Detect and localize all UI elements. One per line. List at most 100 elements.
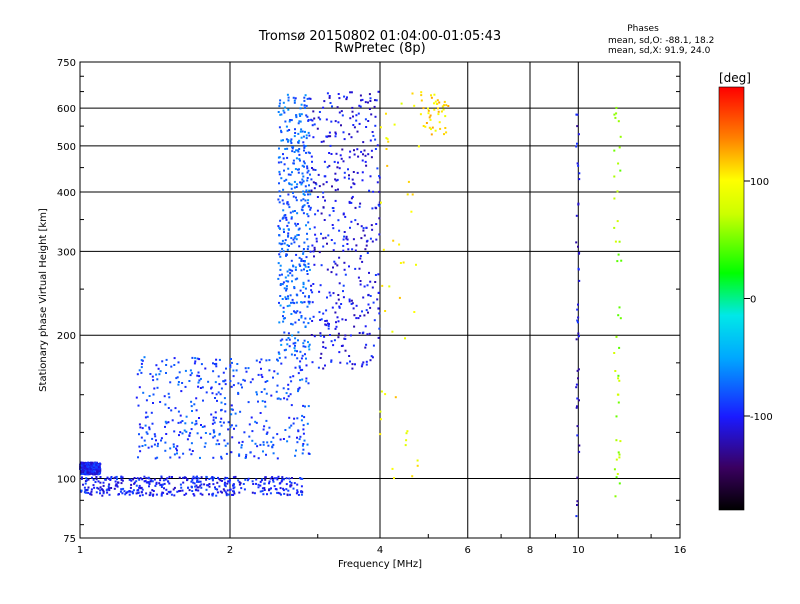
data-point: [286, 440, 289, 443]
data-point: [273, 477, 276, 480]
data-point: [293, 310, 295, 313]
data-point: [96, 471, 99, 474]
data-point: [370, 113, 373, 116]
data-point: [261, 490, 264, 493]
data-point: [294, 97, 297, 100]
data-point: [365, 126, 368, 128]
data-point: [617, 253, 620, 256]
data-point: [306, 273, 309, 275]
data-point: [87, 461, 90, 464]
data-point: [102, 490, 105, 493]
data-point: [613, 352, 616, 354]
data-point: [266, 493, 268, 496]
data-point: [143, 475, 146, 478]
data-point: [173, 430, 176, 433]
data-point: [300, 260, 303, 262]
data-point: [116, 478, 118, 481]
data-point: [616, 220, 619, 223]
data-point: [378, 201, 381, 204]
data-point: [310, 284, 313, 287]
data-point: [84, 471, 87, 474]
data-point: [282, 315, 284, 318]
data-point: [99, 492, 101, 495]
data-point: [232, 375, 235, 378]
data-point: [173, 486, 176, 489]
data-point: [191, 356, 194, 359]
data-point: [164, 425, 166, 428]
data-point: [292, 375, 295, 378]
data-point: [227, 493, 230, 496]
data-point: [85, 473, 88, 476]
data-point: [190, 400, 193, 403]
data-point: [179, 489, 182, 492]
data-point: [220, 424, 223, 427]
data-point: [262, 450, 264, 453]
data-point: [132, 478, 135, 481]
data-point: [343, 235, 346, 238]
data-point: [303, 439, 306, 442]
data-point: [338, 282, 341, 285]
data-point: [296, 350, 298, 353]
data-point: [280, 177, 283, 180]
data-point: [320, 232, 322, 235]
data-point: [173, 364, 176, 366]
data-point: [430, 128, 432, 131]
data-point: [197, 489, 200, 492]
data-point: [119, 490, 122, 493]
data-point: [302, 252, 305, 255]
data-point: [386, 164, 389, 167]
y-tick-label: 100: [57, 475, 76, 486]
data-point: [264, 405, 267, 408]
data-point: [299, 311, 302, 314]
data-point: [286, 201, 289, 204]
data-point: [298, 245, 301, 248]
data-point: [179, 414, 182, 417]
data-point: [167, 480, 170, 483]
data-point: [261, 400, 264, 403]
data-point: [313, 263, 316, 266]
data-point: [392, 239, 395, 242]
data-point: [210, 387, 212, 390]
data-point: [97, 480, 100, 483]
data-point: [619, 169, 622, 172]
data-point: [310, 289, 313, 292]
data-point: [136, 477, 139, 480]
data-point: [292, 195, 295, 198]
data-point: [303, 260, 306, 262]
data-point: [225, 492, 228, 495]
data-point: [330, 360, 333, 363]
data-point: [251, 430, 254, 433]
data-point: [224, 444, 227, 447]
data-point: [225, 452, 228, 455]
data-point: [242, 483, 245, 485]
data-point: [298, 263, 301, 266]
data-point: [300, 113, 303, 116]
data-point: [364, 325, 367, 328]
data-point: [331, 185, 333, 188]
data-point: [280, 129, 282, 132]
data-point: [431, 126, 434, 129]
data-point: [301, 178, 304, 181]
data-point: [304, 405, 306, 408]
data-point: [215, 443, 218, 446]
data-point: [177, 381, 180, 383]
data-point: [404, 444, 407, 447]
data-point: [260, 373, 263, 376]
data-point: [191, 477, 194, 480]
data-point: [307, 169, 310, 172]
data-point: [297, 171, 300, 174]
data-point: [90, 488, 93, 491]
data-point: [282, 317, 285, 320]
data-point: [306, 202, 309, 205]
data-point: [341, 148, 344, 151]
data-point: [284, 106, 287, 109]
data-point: [351, 363, 354, 366]
data-point: [257, 483, 260, 486]
data-point: [376, 167, 379, 170]
data-point: [145, 431, 148, 434]
data-point: [311, 301, 314, 304]
data-point: [212, 370, 215, 373]
data-point: [281, 247, 284, 250]
data-point: [302, 248, 305, 250]
data-point: [283, 397, 286, 400]
